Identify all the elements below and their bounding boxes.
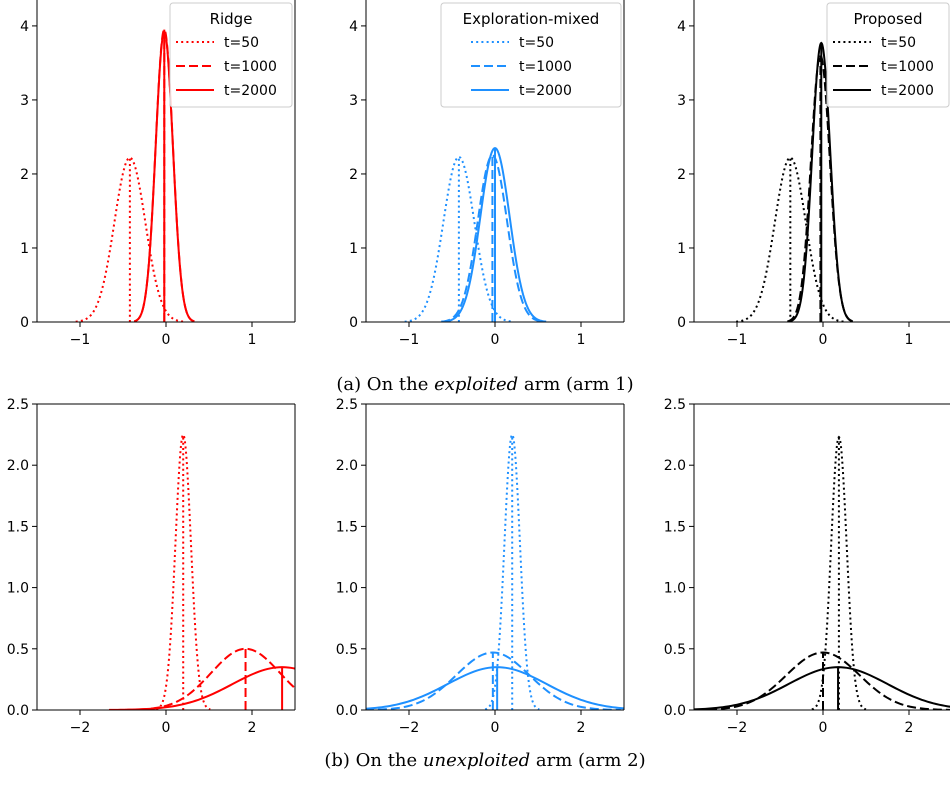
- plot-area: [694, 435, 950, 710]
- caption-b: (b) On the unexploited arm (arm 2): [324, 750, 645, 771]
- series-line-2: [695, 651, 950, 710]
- y-tick-label: 1.5: [7, 519, 29, 535]
- plot-area: [109, 433, 295, 710]
- y-tick-label: 0.5: [7, 642, 29, 658]
- legend-label: t=50: [881, 35, 916, 51]
- series-line-3: [694, 666, 950, 710]
- series-line-2: [125, 647, 295, 710]
- y-tick-label: 0.0: [664, 703, 686, 719]
- series-line-3: [789, 41, 854, 322]
- y-tick-label: 0.0: [7, 703, 29, 719]
- y-tick-label: 1.5: [664, 519, 686, 535]
- legend-label: t=1000: [519, 59, 572, 75]
- x-tick-label: −1: [727, 332, 748, 348]
- x-tick-label: 2: [905, 720, 914, 736]
- y-tick-label: 0: [677, 315, 686, 331]
- plots-layer: −1 0 1 0 1 2 3 4 Ridge t=50 t=1000 t=2000 −1 0 1 0 1 2 3 4 E…: [7, 0, 950, 736]
- x-tick-label: −1: [70, 332, 91, 348]
- y-tick-label: 4: [349, 19, 358, 35]
- subplot-b2: −2 0 2 0.0 0.5 1.0 1.5 2.0 2.5: [336, 397, 625, 736]
- plot-area: [75, 28, 195, 322]
- series-line-2: [441, 154, 544, 322]
- x-tick-label: 0: [819, 332, 828, 348]
- legend-label: t=1000: [881, 59, 934, 75]
- x-tick-label: 0: [162, 720, 171, 736]
- series-line-2: [366, 651, 621, 710]
- legend-title: Proposed: [853, 10, 922, 28]
- subplot-b1: −2 0 2 0.0 0.5 1.0 1.5 2.0 2.5: [7, 397, 296, 736]
- y-tick-label: 0: [20, 315, 29, 331]
- x-tick-label: 0: [491, 720, 500, 736]
- x-tick-label: −1: [399, 332, 420, 348]
- subplot-a3: −1 0 1 0 1 2 3 4 Proposed t=50 t=1000 t=2000: [677, 0, 950, 348]
- x-tick-label: 0: [819, 720, 828, 736]
- x-tick-label: −2: [727, 720, 748, 736]
- y-tick-label: 0: [349, 315, 358, 331]
- y-tick-label: 2.5: [664, 397, 686, 413]
- y-tick-label: 3: [677, 93, 686, 109]
- legend-box: [826, 2, 950, 108]
- y-tick-label: 3: [349, 93, 358, 109]
- x-tick-label: 0: [162, 332, 171, 348]
- x-tick-label: −2: [399, 720, 420, 736]
- series-line-1: [155, 433, 211, 710]
- x-tick-label: −2: [70, 720, 91, 736]
- y-tick-label: 1.0: [7, 581, 29, 597]
- caption-a: (a) On the exploited arm (arm 1): [336, 374, 633, 395]
- legend-label: t=2000: [519, 83, 572, 99]
- series-line-1: [736, 156, 845, 322]
- x-tick-label: 2: [248, 720, 257, 736]
- y-tick-label: 1: [349, 241, 358, 257]
- series-line-1: [484, 433, 540, 710]
- y-tick-label: 2.5: [336, 397, 358, 413]
- legend-box: [440, 2, 622, 108]
- series-line-1: [75, 156, 185, 322]
- y-tick-label: 0.0: [336, 703, 358, 719]
- legend-label: t=50: [519, 35, 554, 51]
- y-tick-label: 1.0: [664, 581, 686, 597]
- legend-label: t=50: [224, 35, 259, 51]
- y-tick-label: 4: [677, 19, 686, 35]
- subplot-a2: −1 0 1 0 1 2 3 4 Exploration-mixed t=50 t=1000 t=20…: [349, 0, 625, 348]
- plot-area: [404, 146, 547, 322]
- y-tick-label: 2: [677, 167, 686, 183]
- y-tick-label: 1.0: [336, 581, 358, 597]
- series-line-1: [811, 435, 867, 710]
- y-tick-label: 2: [20, 167, 29, 183]
- legend: Exploration-mixed t=50 t=1000 t=2000: [440, 2, 622, 108]
- legend-label: t=1000: [224, 59, 277, 75]
- x-tick-label: 1: [248, 332, 257, 348]
- plot-area: [736, 41, 854, 322]
- y-tick-label: 2.0: [7, 458, 29, 474]
- subplot-b3: −2 0 2 0.0 0.5 1.0 1.5 2.0 2.5: [664, 397, 950, 736]
- x-tick-label: 0: [491, 332, 500, 348]
- legend: Ridge t=50 t=1000 t=2000: [169, 2, 293, 108]
- legend: Proposed t=50 t=1000 t=2000: [826, 2, 950, 108]
- legend-box: [169, 2, 293, 108]
- series-line-1: [404, 155, 514, 322]
- y-tick-label: 1: [677, 241, 686, 257]
- y-tick-label: 0.5: [336, 642, 358, 658]
- y-tick-label: 2.0: [336, 458, 358, 474]
- y-tick-label: 2.0: [664, 458, 686, 474]
- legend-label: t=2000: [224, 83, 277, 99]
- y-tick-label: 0.5: [664, 642, 686, 658]
- legend-title: Exploration-mixed: [463, 10, 600, 28]
- y-tick-label: 1.5: [336, 519, 358, 535]
- x-tick-label: 1: [577, 332, 586, 348]
- subplot-a1: −1 0 1 0 1 2 3 4 Ridge t=50 t=1000 t=2000: [20, 0, 296, 348]
- y-tick-label: 3: [20, 93, 29, 109]
- x-tick-label: 2: [577, 720, 586, 736]
- x-tick-label: 1: [905, 332, 914, 348]
- plot-area: [366, 433, 624, 710]
- y-tick-label: 2: [349, 167, 358, 183]
- y-tick-label: 4: [20, 19, 29, 35]
- legend-label: t=2000: [881, 83, 934, 99]
- legend-title: Ridge: [210, 10, 253, 28]
- y-tick-label: 2.5: [7, 397, 29, 413]
- y-tick-label: 1: [20, 241, 29, 257]
